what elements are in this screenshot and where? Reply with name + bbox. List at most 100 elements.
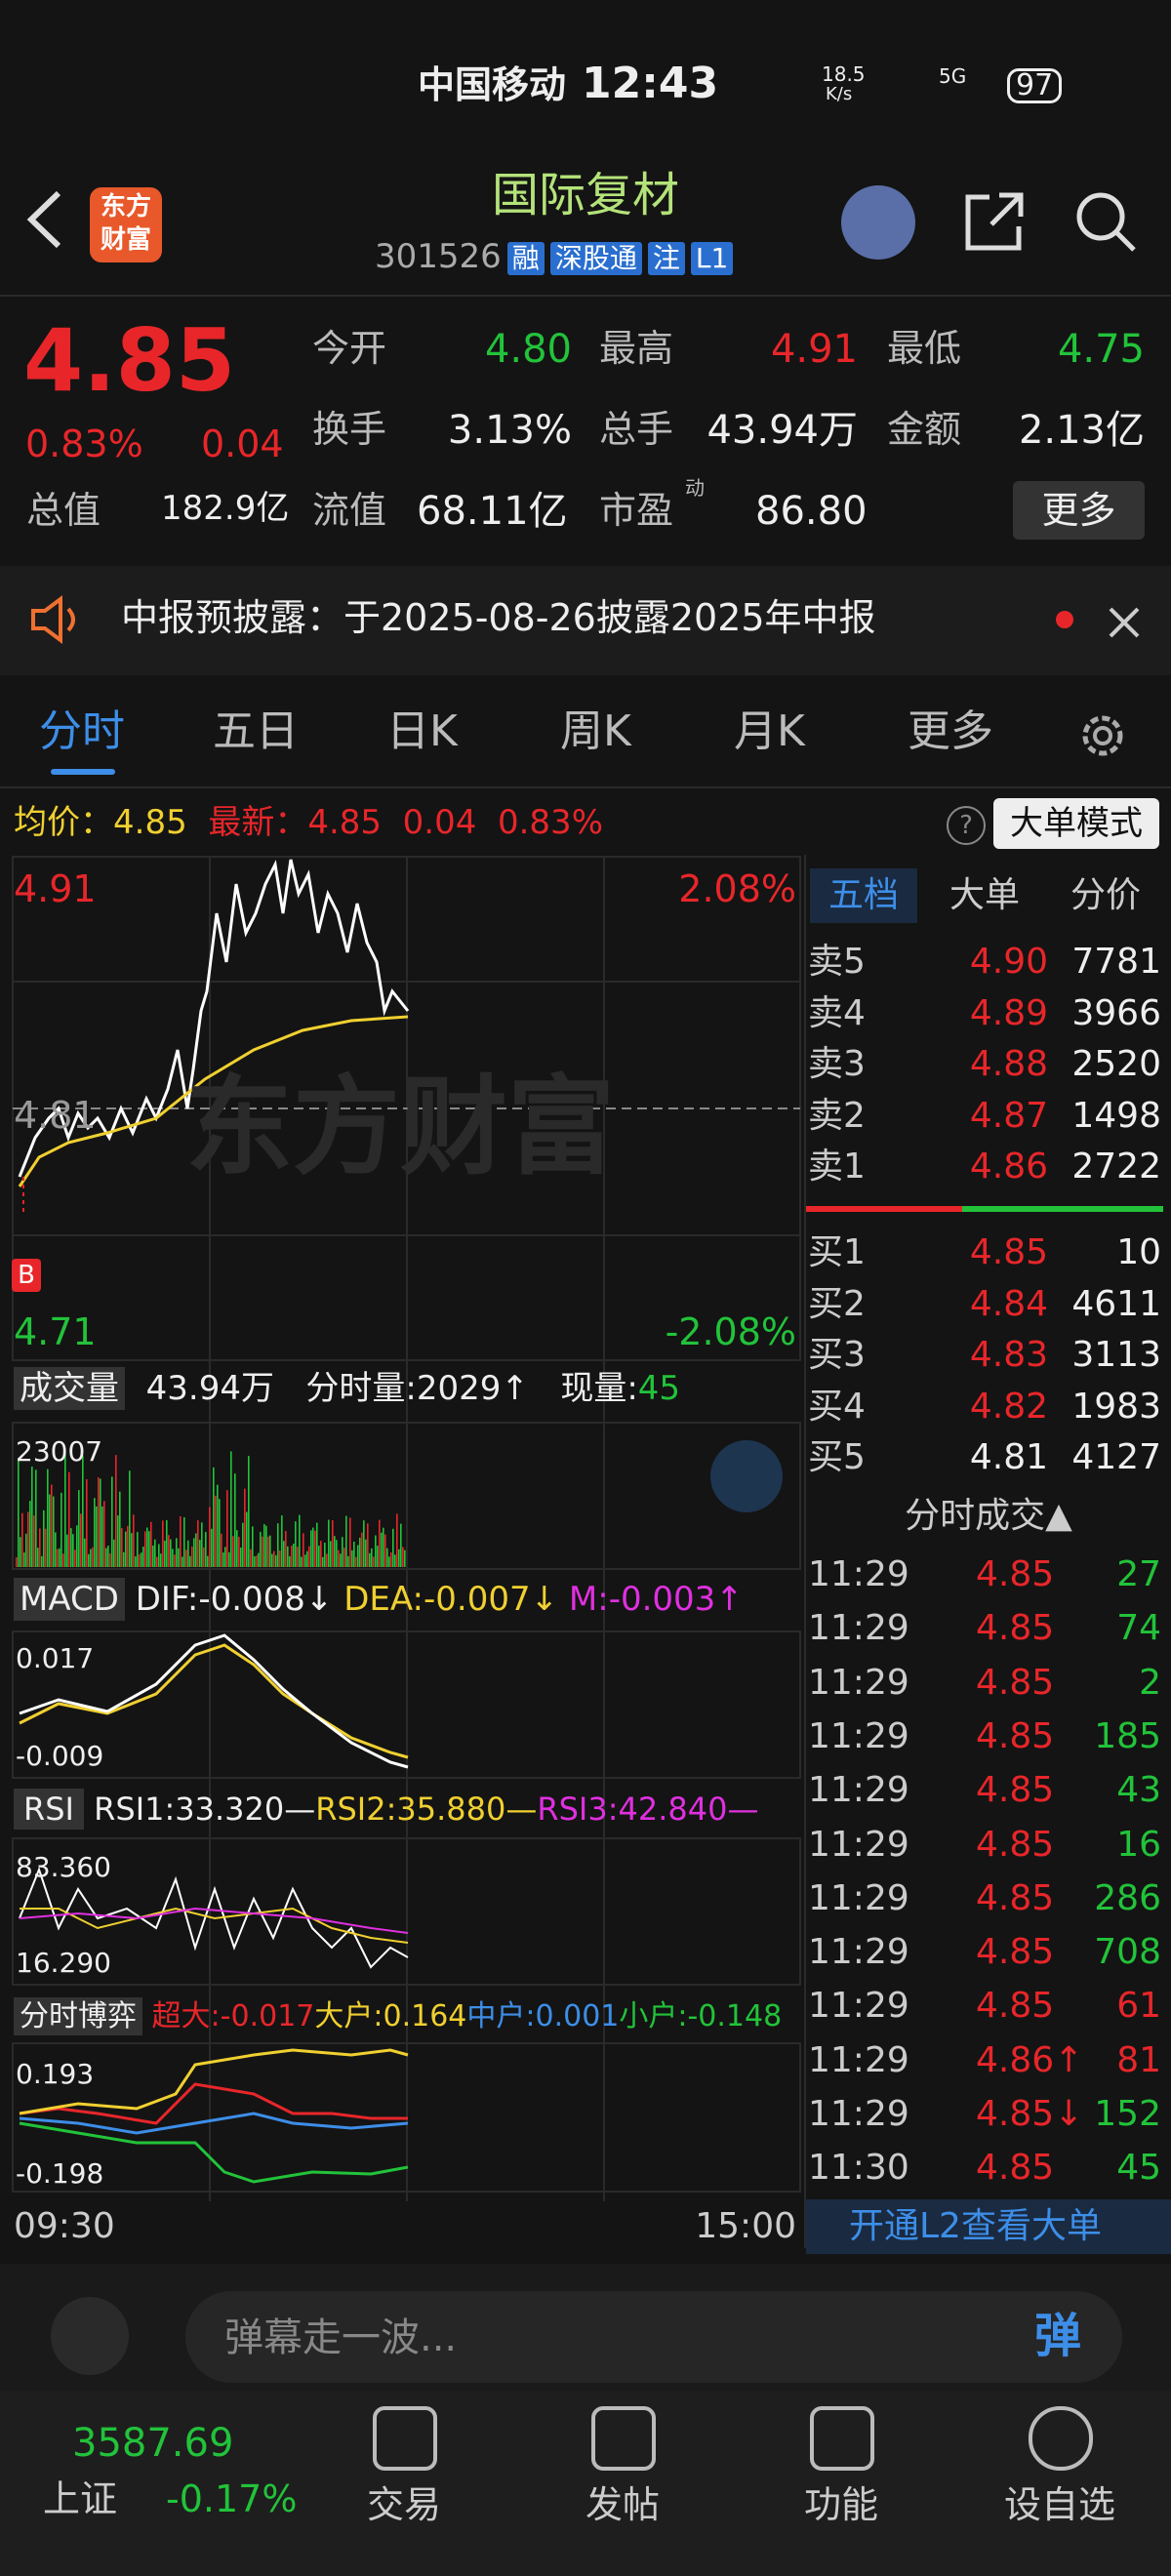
nav-icon[interactable] (1029, 2406, 1093, 2471)
l2-text[interactable]: 开通L2查看大单 (849, 2206, 1102, 2246)
nav-item[interactable]: 发帖 (585, 2483, 660, 2526)
expand-button[interactable] (710, 1440, 783, 1512)
book-label: 买4 (808, 1386, 866, 1427)
volume-bar (224, 1547, 226, 1567)
index-value[interactable]: 3587.69 (72, 2421, 234, 2466)
carrier: 中国移动 (418, 63, 567, 106)
trade-time: 11:29 (808, 1554, 909, 1594)
chart-low: 4.71 (14, 1310, 97, 1353)
l2-bar[interactable] (806, 2199, 1171, 2254)
chart-high: 4.91 (14, 867, 97, 910)
stat-label: 换手 (312, 408, 387, 451)
tab[interactable]: 周K (560, 706, 631, 756)
tab[interactable]: 分时 (39, 706, 125, 756)
nav-item[interactable]: 交易 (366, 2483, 441, 2526)
volume-bar (170, 1539, 172, 1567)
nav-icon[interactable] (373, 2406, 437, 2471)
trade-time: 11:29 (808, 1608, 909, 1649)
stat-value: 182.9亿 (161, 489, 290, 528)
book-volume: 7781 (1071, 942, 1161, 982)
tab[interactable]: 月K (734, 706, 805, 756)
volume-bar (70, 1528, 72, 1567)
volume-bar (295, 1521, 297, 1567)
volume-bar (49, 1494, 51, 1567)
volume-bar (357, 1545, 359, 1567)
speaker-icon (31, 595, 75, 644)
volume-bar (82, 1455, 84, 1567)
volume-bar (351, 1550, 353, 1567)
book-tab[interactable]: 大单 (949, 875, 1020, 915)
volume-bar (133, 1514, 135, 1567)
divider (0, 295, 1171, 297)
battery: 97 (1007, 68, 1063, 103)
volume-bar (303, 1533, 304, 1567)
help-icon[interactable]: ? (947, 806, 986, 845)
more-button[interactable]: 更多 (1013, 481, 1145, 540)
nav-item[interactable]: 功能 (803, 2483, 878, 2526)
volume-bar (86, 1478, 88, 1567)
index-name[interactable]: 上证 (43, 2477, 118, 2520)
macd-header: MACD DIF:-0.008↓ DEA:-0.007↓ M:-0.003↑ (14, 1578, 744, 1621)
book-label: 买1 (808, 1232, 866, 1272)
volume-bar (39, 1528, 41, 1567)
trades-title[interactable]: 分时成交▲ (905, 1496, 1072, 1536)
tab[interactable]: 更多 (908, 706, 993, 756)
danmu-settings[interactable] (51, 2297, 129, 2375)
macd-label[interactable]: MACD (14, 1578, 125, 1621)
rsi-label[interactable]: RSI (14, 1789, 84, 1830)
volume-bar (105, 1548, 107, 1567)
buy-marker[interactable]: B (12, 1259, 41, 1292)
volume-bar (74, 1550, 76, 1567)
volume-bar (195, 1533, 197, 1567)
rsi-max: 83.360 (16, 1851, 111, 1883)
volume-bar (281, 1514, 283, 1567)
volume-bar (189, 1555, 191, 1567)
volume-bar (180, 1515, 182, 1567)
notice-bar[interactable] (0, 566, 1171, 675)
book-tab[interactable]: 五档 (810, 868, 917, 923)
volume-bar (222, 1552, 224, 1567)
info-change: 0.04 (402, 803, 477, 842)
tab[interactable]: 日K (386, 706, 458, 756)
super: 超大:-0.017 (151, 1999, 315, 2033)
game-label[interactable]: 分时博弈 (14, 1997, 142, 2035)
nav-icon[interactable] (591, 2406, 656, 2471)
volume-label[interactable]: 成交量 (14, 1367, 125, 1410)
volume-bar (375, 1535, 377, 1567)
trade-time: 11:29 (808, 2094, 909, 2134)
volume-bar (275, 1554, 277, 1567)
index-pct[interactable]: -0.17% (166, 2477, 298, 2520)
close-icon[interactable] (1105, 603, 1144, 642)
tag: 深股通 (549, 242, 642, 275)
danmu-input[interactable] (185, 2291, 1122, 2383)
dea: DEA:-0.007↓ (343, 1580, 559, 1619)
book-volume: 3113 (1071, 1335, 1161, 1375)
volume-bar (199, 1540, 201, 1567)
nav-item[interactable]: 设自选 (1003, 2483, 1115, 2526)
volume-bar (127, 1525, 129, 1567)
notice-text[interactable]: 中报预披露：于2025-08-26披露2025年中报 (121, 596, 876, 639)
robot-icon[interactable] (841, 185, 915, 260)
trade-price: 4.85 (976, 1608, 1055, 1649)
tab[interactable]: 五日 (213, 706, 299, 756)
volume-bar (322, 1556, 324, 1567)
volume-bar (234, 1473, 236, 1567)
volume-bar (80, 1513, 82, 1567)
back-icon[interactable] (20, 185, 68, 254)
search-icon[interactable] (1071, 187, 1140, 256)
volume-bar (304, 1554, 306, 1567)
share-icon[interactable] (960, 187, 1029, 256)
settings-icon[interactable] (1073, 706, 1132, 765)
volume-bar (31, 1467, 33, 1567)
volume-bar (345, 1515, 347, 1567)
book-volume: 2520 (1071, 1044, 1161, 1084)
tag: 融 (506, 242, 545, 275)
book-tab[interactable]: 分价 (1070, 875, 1141, 915)
nav-icon[interactable] (810, 2406, 874, 2471)
trade-time: 11:30 (808, 2148, 909, 2189)
mode-button[interactable]: 大单模式 (993, 798, 1159, 849)
danmu-button[interactable]: 弹 (1034, 2309, 1082, 2363)
volume-bar (109, 1552, 111, 1567)
volume-bar (21, 1512, 23, 1567)
stat-value: 4.75 (1057, 327, 1145, 372)
